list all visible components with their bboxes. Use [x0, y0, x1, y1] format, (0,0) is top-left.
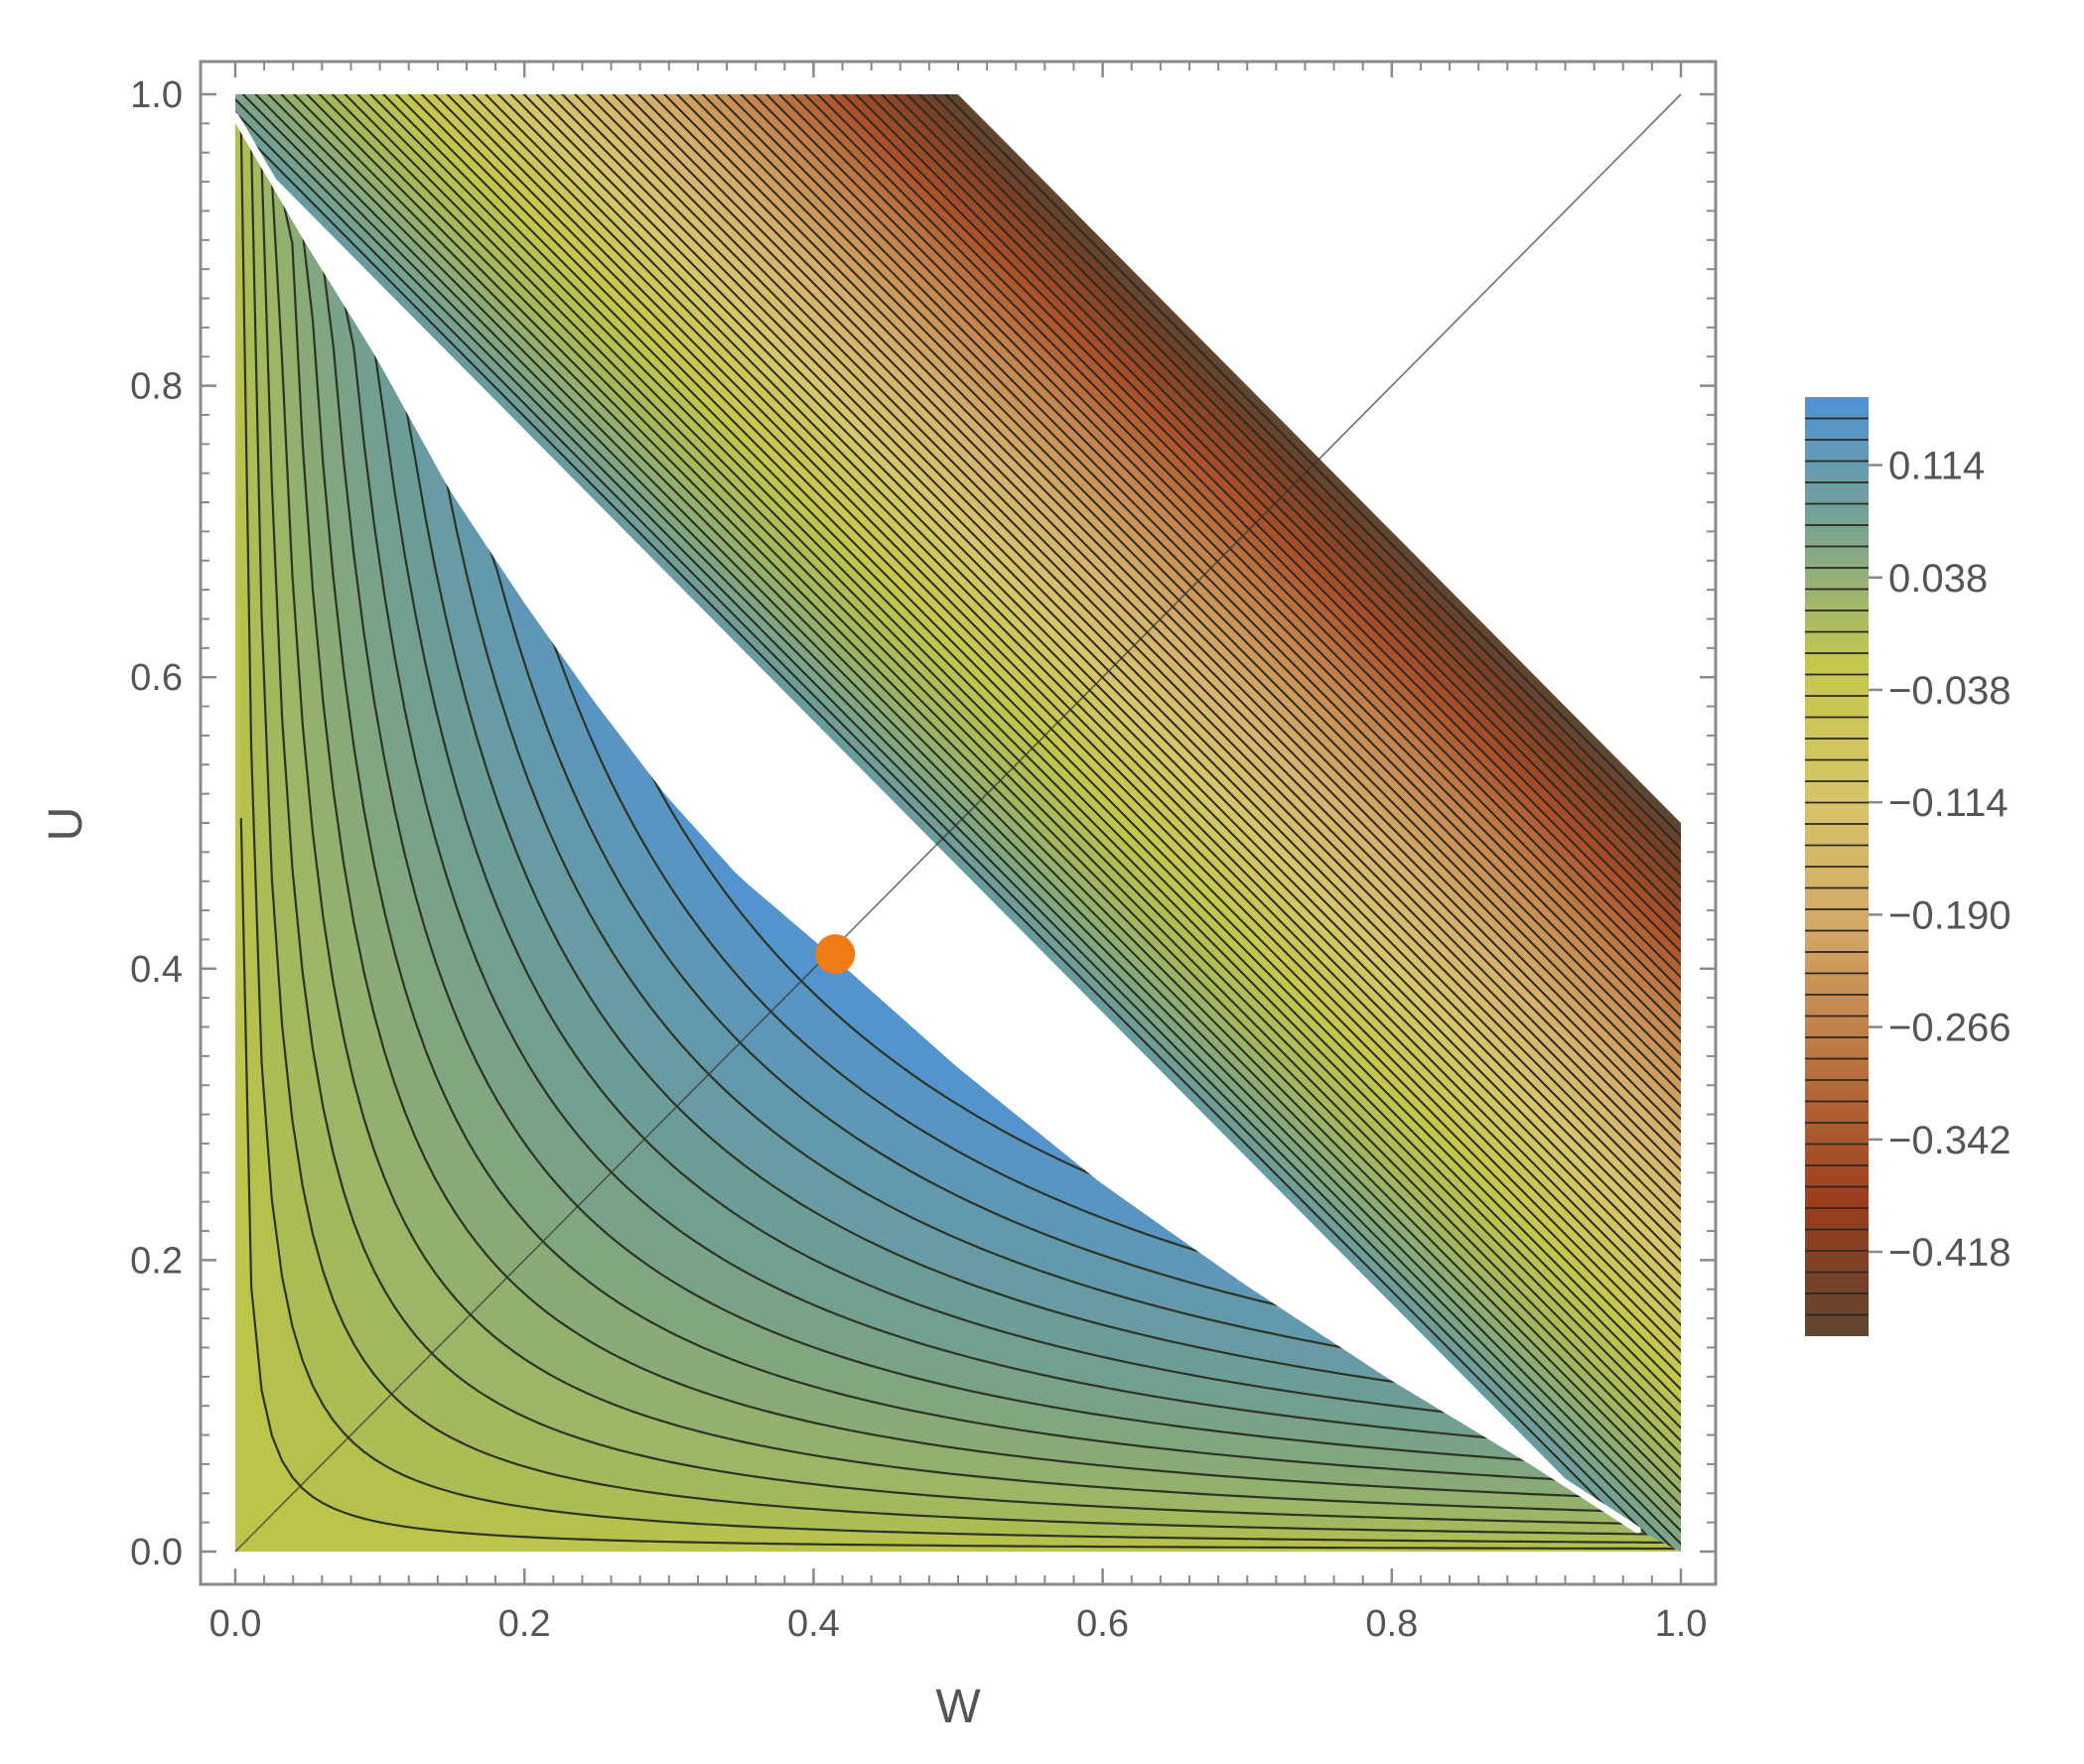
y-tick-label: 0.8: [130, 366, 183, 408]
y-tick-label: 0.2: [130, 1240, 183, 1282]
x-tick-label: 1.0: [1655, 1603, 1708, 1645]
contour-line: [239, 125, 1676, 1532]
contour-line: [239, 125, 1676, 1532]
plot-area: [199, 60, 1718, 1586]
contour-line: [239, 125, 1676, 1536]
contour-line: [239, 125, 1676, 1532]
boundary-curve: [231, 112, 1641, 1534]
contour-line: [239, 818, 1676, 1551]
contour-line: [239, 125, 1676, 1532]
contour-line: [239, 125, 1676, 1532]
colorbar-tick-label: 0.038: [1888, 557, 1988, 601]
y-axis-label: U: [40, 807, 92, 842]
x-tick-label: 0.6: [1076, 1603, 1129, 1645]
contour-line: [239, 125, 1676, 1532]
colorbar-tick-label: −0.190: [1888, 893, 2011, 937]
y-tick-label: 0.0: [130, 1532, 183, 1573]
colorbar-tick-label: −0.114: [1888, 781, 2009, 825]
colorbar-tick-label: −0.038: [1888, 669, 2011, 713]
x-tick-label: 0.8: [1365, 1603, 1418, 1645]
y-tick-label: 1.0: [130, 74, 183, 116]
colorbar-tick-label: −0.342: [1888, 1119, 2011, 1162]
optimum-point: [815, 934, 856, 975]
x-tick-label: 0.4: [787, 1603, 840, 1645]
contour-line: [239, 125, 1676, 1545]
axes: 0.0 0.2 0.4 0.6 0.8 1.0 0.0 0.2 0.4 0.6 0.8 1.0: [130, 62, 1716, 1645]
y-tick-label: 0.4: [130, 949, 183, 991]
colorbar: 0.114 0.038 −0.038 −0.114 −0.190 −0.266 −0.342…: [1805, 397, 2011, 1336]
colorbar-tick-label: −0.418: [1888, 1231, 2011, 1275]
contour-line: [239, 125, 1676, 1532]
x-tick-label: 0.0: [209, 1603, 262, 1645]
colorbar-tick-label: 0.114: [1888, 445, 1985, 488]
x-axis-label: W: [935, 1681, 981, 1733]
x-tick-label: 0.2: [498, 1603, 551, 1645]
diagonal-line: [234, 93, 1682, 1553]
y-tick-label: 0.6: [130, 657, 183, 699]
colorbar-tick-label: −0.266: [1888, 1007, 2011, 1050]
